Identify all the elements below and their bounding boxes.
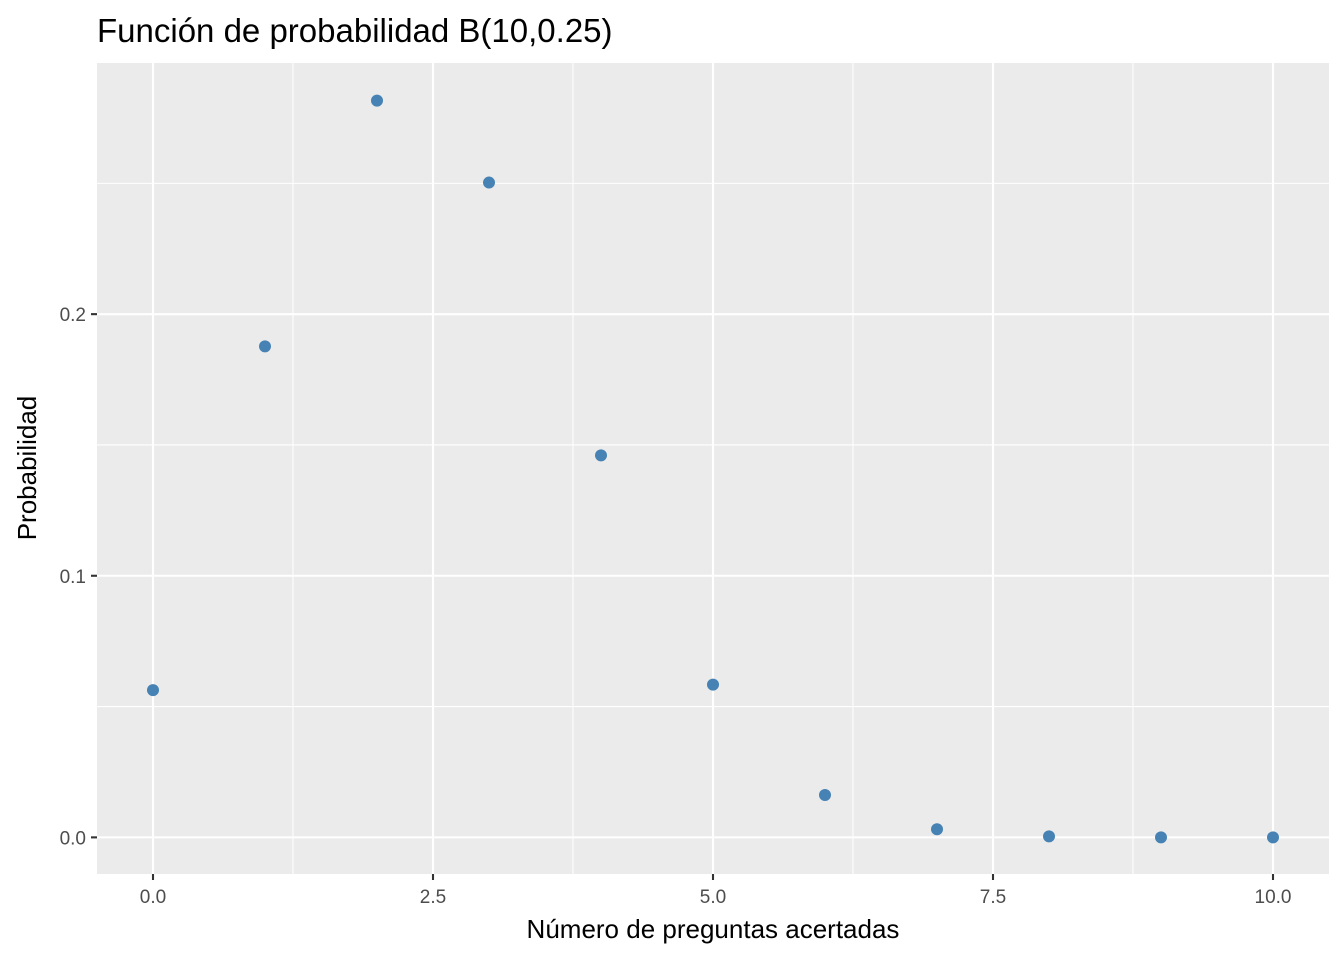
y-tick-label: 0.2	[60, 305, 86, 326]
x-tick-label: 2.5	[420, 887, 446, 908]
data-point	[595, 449, 607, 462]
x-axis: 0.0 2.5 5.0 7.5 10.0	[140, 874, 1292, 908]
data-point	[259, 340, 271, 353]
chart-title: Función de probabilidad B(10,0.25)	[97, 12, 613, 49]
data-point	[1155, 831, 1167, 844]
x-axis-title: Número de preguntas acertadas	[527, 914, 900, 944]
data-point	[819, 788, 831, 801]
x-tick-label: 5.0	[700, 887, 726, 908]
data-point	[483, 176, 495, 189]
data-point	[1043, 830, 1055, 843]
data-point	[707, 678, 719, 691]
x-tick-label: 7.5	[980, 887, 1006, 908]
data-points	[147, 94, 1279, 844]
y-tick-label: 0.1	[60, 567, 86, 588]
data-point	[931, 823, 943, 836]
y-tick-label: 0.0	[60, 828, 86, 849]
x-tick-label: 0.0	[140, 887, 166, 908]
data-point	[147, 684, 159, 697]
y-axis-title: Probabilidad	[12, 396, 42, 541]
data-point	[371, 94, 383, 107]
x-tick-label: 10.0	[1255, 887, 1292, 908]
y-axis: 0.0 0.1 0.2	[60, 305, 97, 849]
grid-major-lines	[97, 63, 1329, 874]
data-point	[1267, 831, 1279, 844]
